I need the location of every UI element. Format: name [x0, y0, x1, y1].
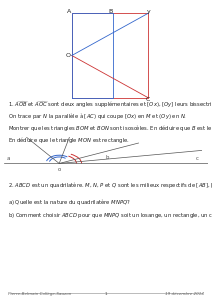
Text: o: o	[58, 167, 61, 172]
Text: En déduire que le triangle $MON$ est rectangle.: En déduire que le triangle $MON$ est rec…	[8, 135, 130, 146]
Text: 1. $\widehat{AOB}$ et $\widehat{AOC}$ sont deux angles supplémentaires et $[Ox)$: 1. $\widehat{AOB}$ et $\widehat{AOC}$ so…	[8, 99, 212, 110]
Text: Montrer que les triangles $BOM$ et $BON$ sont isoscèles. En déduire que $B$ est : Montrer que les triangles $BOM$ et $BON$…	[8, 123, 212, 133]
Text: O: O	[65, 53, 70, 58]
Text: y: y	[146, 9, 150, 14]
Text: 19 décembre 2014: 19 décembre 2014	[165, 292, 204, 296]
Text: 1: 1	[105, 292, 107, 296]
Text: c: c	[195, 156, 199, 161]
Text: 2. $ABCD$ est un quadrilatère. $M$, $N$, $P$ et $Q$ sont les milieux respectifs : 2. $ABCD$ est un quadrilatère. $M$, $N$,…	[8, 180, 212, 190]
Text: On trace par $N$ la parallèle à $[AC)$ qui coupe $[Ox)$ en $M$ et $(Oy)$ en $N$.: On trace par $N$ la parallèle à $[AC)$ q…	[8, 111, 188, 121]
Text: C: C	[146, 97, 151, 102]
Text: b) Comment choisir $ABCD$ pour que $MNPQ$ soit un losange, un rectangle, un carr: b) Comment choisir $ABCD$ pour que $MNPQ…	[8, 210, 212, 220]
Text: a: a	[6, 156, 10, 161]
Text: b: b	[106, 155, 110, 160]
Text: Pierre-Belmain Collège-Sauzon: Pierre-Belmain Collège-Sauzon	[8, 292, 72, 296]
Text: B: B	[109, 9, 113, 14]
Text: A: A	[67, 9, 71, 14]
Text: a) Quelle est la nature du quadrilatère $MNPQ$?: a) Quelle est la nature du quadrilatère …	[8, 197, 131, 207]
